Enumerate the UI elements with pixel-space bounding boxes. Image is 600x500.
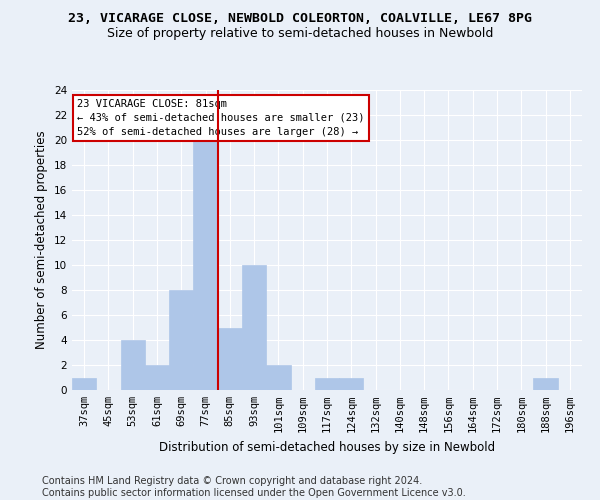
Y-axis label: Number of semi-detached properties: Number of semi-detached properties <box>35 130 49 350</box>
Text: 23, VICARAGE CLOSE, NEWBOLD COLEORTON, COALVILLE, LE67 8PG: 23, VICARAGE CLOSE, NEWBOLD COLEORTON, C… <box>68 12 532 26</box>
Bar <box>193 140 218 390</box>
Bar <box>315 378 339 390</box>
Bar <box>169 290 193 390</box>
X-axis label: Distribution of semi-detached houses by size in Newbold: Distribution of semi-detached houses by … <box>159 440 495 454</box>
Bar <box>339 378 364 390</box>
Bar <box>266 365 290 390</box>
Bar <box>242 265 266 390</box>
Bar <box>121 340 145 390</box>
Text: 23 VICARAGE CLOSE: 81sqm
← 43% of semi-detached houses are smaller (23)
52% of s: 23 VICARAGE CLOSE: 81sqm ← 43% of semi-d… <box>77 99 365 137</box>
Text: Size of property relative to semi-detached houses in Newbold: Size of property relative to semi-detach… <box>107 28 493 40</box>
Bar <box>218 328 242 390</box>
Bar <box>145 365 169 390</box>
Bar <box>533 378 558 390</box>
Bar <box>72 378 96 390</box>
Text: Contains HM Land Registry data © Crown copyright and database right 2024.
Contai: Contains HM Land Registry data © Crown c… <box>42 476 466 498</box>
